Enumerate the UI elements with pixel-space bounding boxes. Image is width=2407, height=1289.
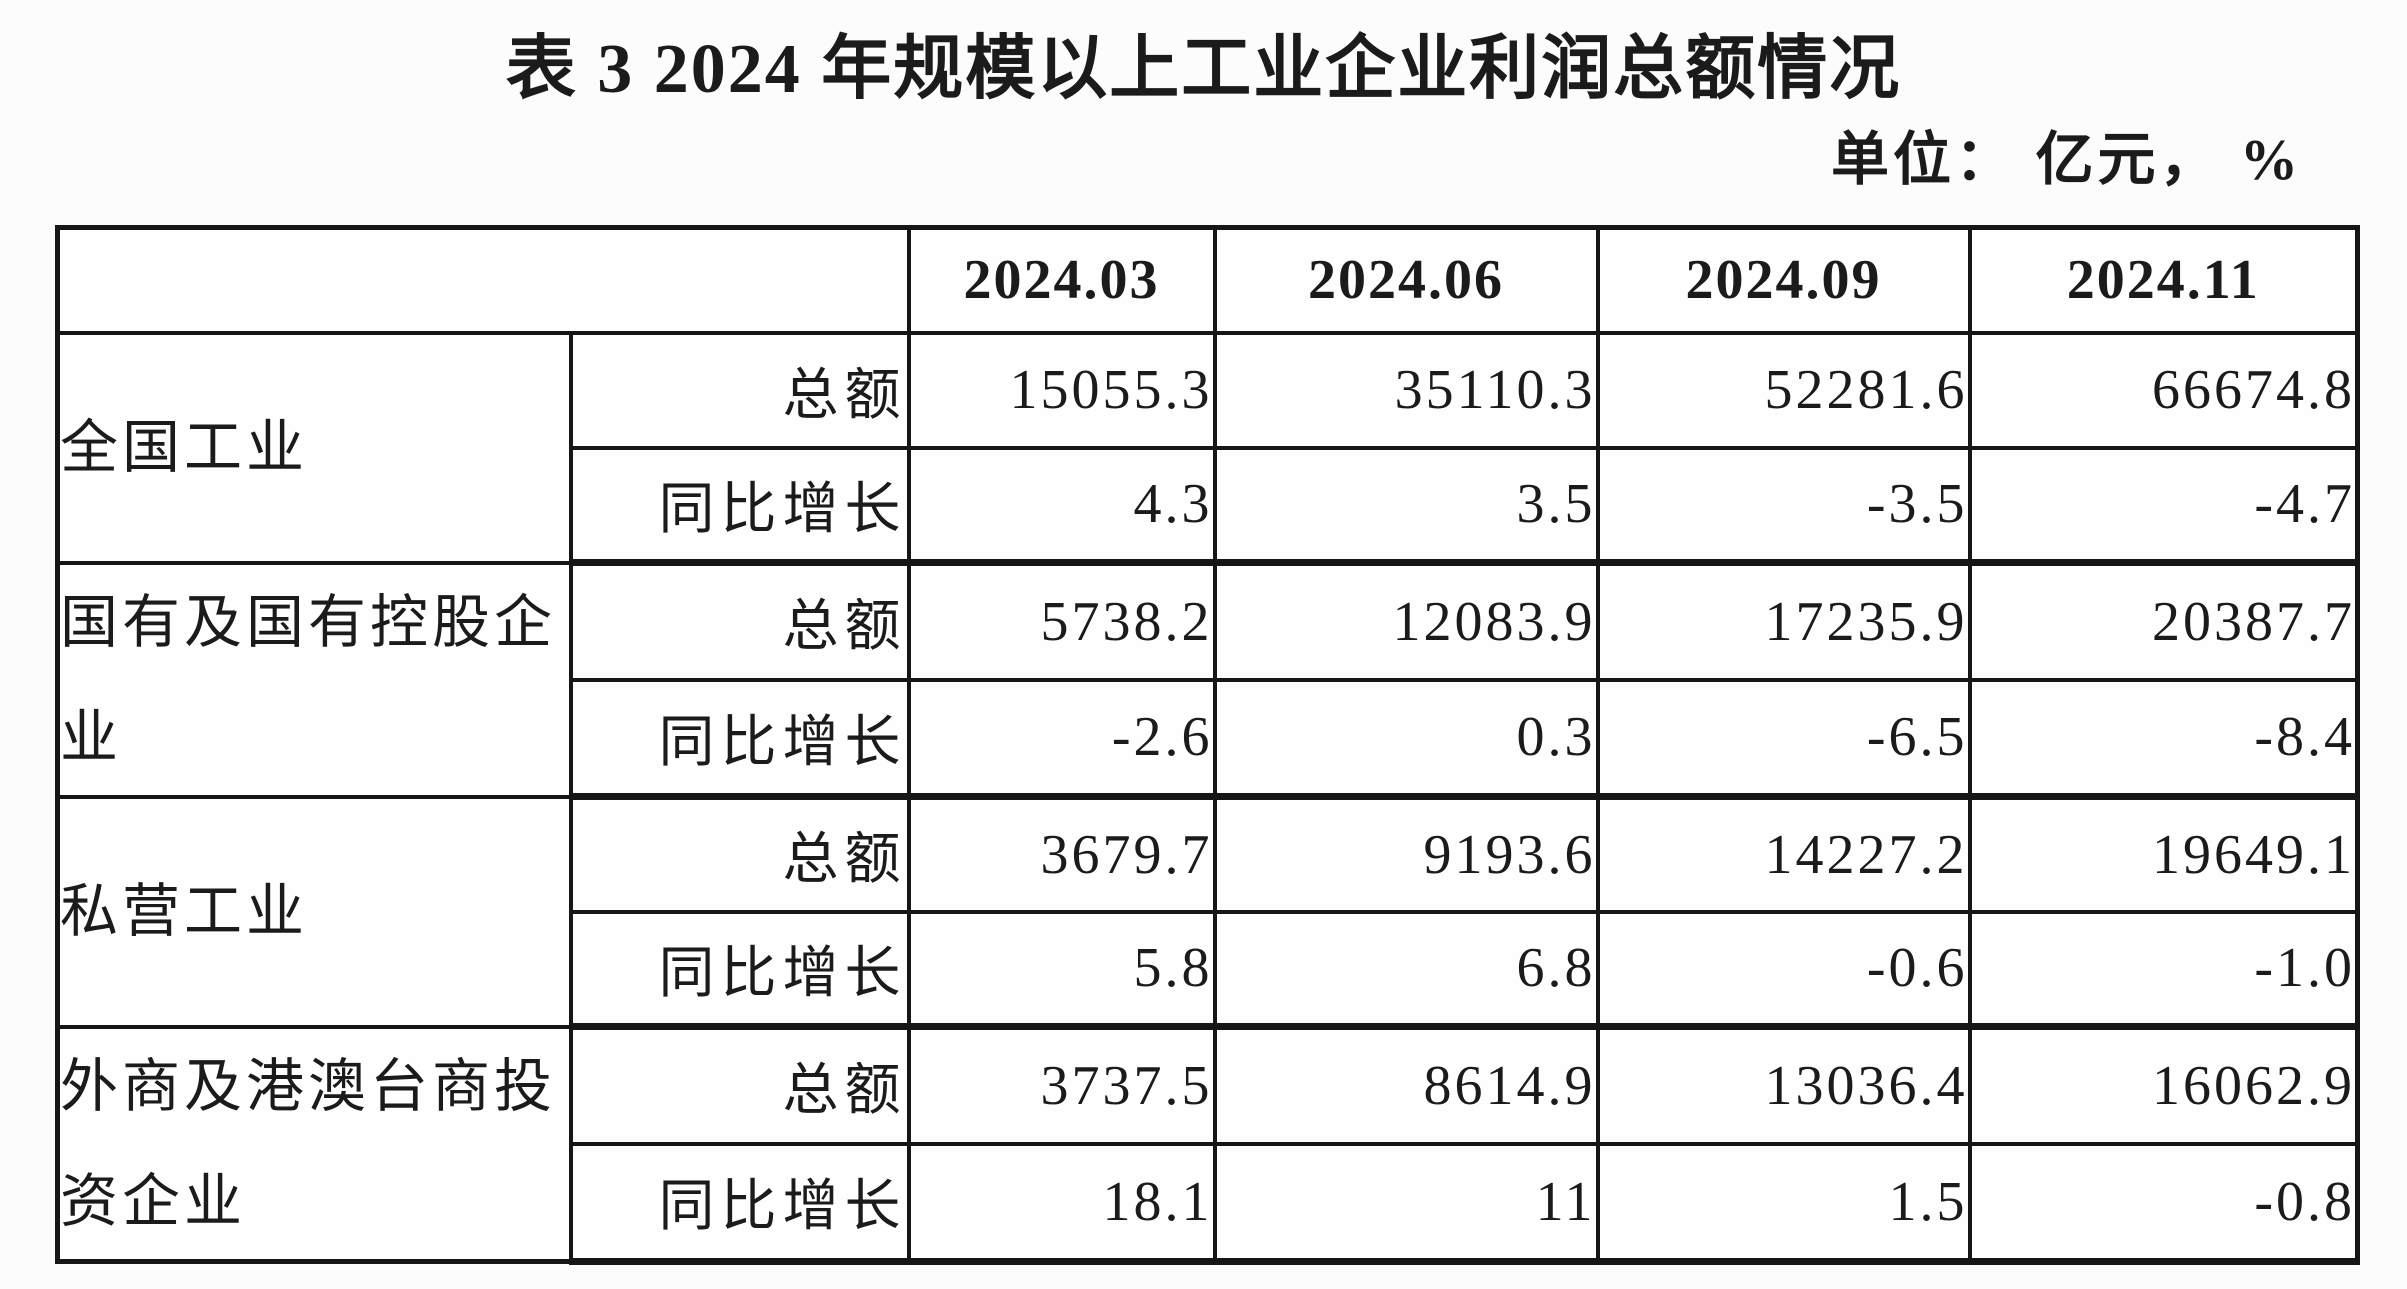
value-cell: -4.7 <box>1967 445 2360 566</box>
table-header-row: 2024.03 2024.06 2024.09 2024.11 <box>55 225 2360 335</box>
corner-cell <box>55 225 911 335</box>
value-cell: 16062.9 <box>1967 1024 2360 1146</box>
table-row: 同比增长 4.3 3.5 -3.5 -4.7 <box>58 445 2360 566</box>
value-cell: 13036.4 <box>1595 1024 1972 1146</box>
metric-label-yoy: 同比增长 <box>568 1141 911 1265</box>
value-cell: 14227.2 <box>1595 794 1972 914</box>
value-cell: 52281.6 <box>1595 330 1972 450</box>
table-row: 同比增长 5.8 6.8 -0.6 -1.0 <box>58 909 2360 1030</box>
value-cell: 35110.3 <box>1212 330 1600 450</box>
profit-table: 2024.03 2024.06 2024.09 2024.11 全国工业 总额 … <box>55 225 2360 1265</box>
value-cell: -0.6 <box>1595 909 1972 1030</box>
value-cell: 3679.7 <box>906 794 1217 914</box>
group-name-national-industry: 全国工业 <box>55 330 573 565</box>
value-cell: 8614.9 <box>1212 1024 1600 1146</box>
value-cell: 4.3 <box>906 445 1217 566</box>
value-cell: 3737.5 <box>906 1024 1217 1146</box>
metric-label-total: 总额 <box>568 1024 911 1146</box>
value-cell: 9193.6 <box>1212 794 1600 914</box>
value-cell: 3.5 <box>1212 445 1600 566</box>
value-cell: 19649.1 <box>1967 794 2360 914</box>
group-name-foreign-invested: 外商及港澳台商投资企业 <box>55 1024 573 1263</box>
metric-label-total: 总额 <box>568 794 911 914</box>
table-row: 外商及港澳台商投资企业 总额 3737.5 8614.9 13036.4 160… <box>55 1024 2360 1263</box>
metric-label-yoy: 同比增长 <box>568 677 911 800</box>
value-cell: 12083.9 <box>1212 560 1600 682</box>
table-row: 私营工业 总额 3679.7 9193.6 14227.2 19649.1 <box>55 794 2360 1029</box>
metric-label-total: 总额 <box>568 560 911 682</box>
table-row: 国有及国有控股企业 总额 5738.2 12083.9 17235.9 2038… <box>55 560 2360 799</box>
value-cell: -2.6 <box>906 677 1217 800</box>
value-cell: 5738.2 <box>906 560 1217 682</box>
value-cell: -8.4 <box>1967 677 2360 800</box>
period-header-2024-03: 2024.03 <box>906 225 1217 335</box>
metric-label-total: 总额 <box>568 330 911 450</box>
table-row: 同比增长 18.1 11 1.5 -0.8 <box>58 1141 2360 1265</box>
value-cell: 11 <box>1212 1141 1600 1265</box>
value-cell: -0.8 <box>1967 1141 2360 1265</box>
group-name-private-industry: 私营工业 <box>55 794 573 1029</box>
unit-note: 单位： 亿元， % <box>1830 127 2302 192</box>
value-cell: 66674.8 <box>1967 330 2360 450</box>
value-cell: 20387.7 <box>1967 560 2360 682</box>
value-cell: -3.5 <box>1595 445 1972 566</box>
group-name-state-owned: 国有及国有控股企业 <box>55 560 573 799</box>
value-cell: 15055.3 <box>906 330 1217 450</box>
value-cell: 0.3 <box>1212 677 1600 800</box>
table-title: 表 3 2024 年规模以上工业企业利润总额情况 <box>505 31 1902 108</box>
period-header-2024-11: 2024.11 <box>1967 225 2360 335</box>
value-cell: 18.1 <box>906 1141 1217 1265</box>
value-cell: 17235.9 <box>1595 560 1972 682</box>
value-cell: 5.8 <box>906 909 1217 1030</box>
period-header-2024-06: 2024.06 <box>1212 225 1600 335</box>
value-cell: -6.5 <box>1595 677 1972 800</box>
metric-label-yoy: 同比增长 <box>568 909 911 1030</box>
metric-label-yoy: 同比增长 <box>568 445 911 566</box>
value-cell: 1.5 <box>1595 1141 1972 1265</box>
value-cell: -1.0 <box>1967 909 2360 1030</box>
period-header-2024-09: 2024.09 <box>1595 225 1972 335</box>
table-row: 全国工业 总额 15055.3 35110.3 52281.6 66674.8 <box>55 330 2360 565</box>
table-row: 同比增长 -2.6 0.3 -6.5 -8.4 <box>58 677 2360 800</box>
value-cell: 6.8 <box>1212 909 1600 1030</box>
